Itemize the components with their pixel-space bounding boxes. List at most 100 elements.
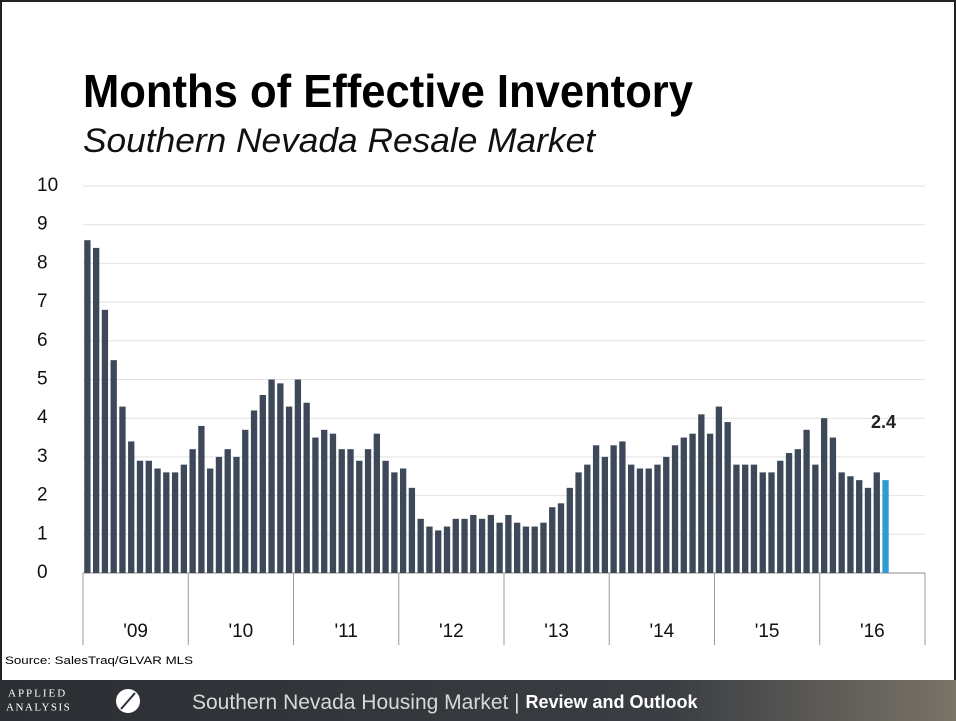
bar <box>663 456 670 573</box>
bar <box>452 518 459 573</box>
bar <box>566 487 573 573</box>
bar <box>487 514 495 573</box>
bar <box>136 460 144 573</box>
bar <box>496 522 503 573</box>
bar <box>706 433 714 573</box>
bar <box>768 472 775 573</box>
y-tick-label: 4 <box>37 407 48 428</box>
bar <box>207 468 214 573</box>
bar <box>557 503 565 573</box>
bar <box>838 472 845 573</box>
bar <box>636 468 644 573</box>
logo-line: ANALYSIS <box>6 702 71 714</box>
bar <box>443 526 451 573</box>
bar <box>163 472 170 573</box>
bar <box>435 530 442 573</box>
bar <box>540 522 547 573</box>
bar <box>84 240 91 573</box>
bar <box>408 487 416 573</box>
bar <box>321 429 328 573</box>
bar <box>847 476 854 573</box>
bar <box>303 402 310 573</box>
y-tick-label: 7 <box>37 291 48 312</box>
chart-title: Months of Effective Inventory <box>83 65 693 117</box>
bar <box>198 425 205 573</box>
y-tick-label: 10 <box>37 175 58 196</box>
y-tick-label: 5 <box>37 369 48 390</box>
bar <box>750 464 758 573</box>
bar <box>250 410 258 573</box>
bar <box>171 472 179 573</box>
y-tick-label: 1 <box>37 523 48 544</box>
bar <box>259 394 266 573</box>
y-tick-label: 6 <box>37 330 48 351</box>
bar <box>794 449 801 573</box>
bar <box>145 460 152 573</box>
bar <box>733 464 740 573</box>
bar <box>399 468 407 573</box>
bar <box>154 468 161 573</box>
bar <box>119 406 126 573</box>
footer-bar <box>0 680 956 721</box>
bar <box>785 453 793 573</box>
bar <box>391 472 398 573</box>
bar <box>549 507 556 573</box>
bar <box>698 414 705 573</box>
bar <box>268 379 275 573</box>
bar <box>373 433 380 573</box>
bar <box>461 518 468 573</box>
bar <box>242 429 249 573</box>
bar <box>829 437 837 573</box>
data-label: 2.4 <box>871 412 896 432</box>
bar <box>671 445 679 573</box>
bar <box>426 526 433 573</box>
bar <box>364 449 372 573</box>
bar <box>592 445 600 573</box>
bar <box>777 460 784 573</box>
y-tick-label: 2 <box>37 485 48 506</box>
bar <box>856 480 863 573</box>
bar <box>233 456 240 573</box>
bar <box>820 418 828 573</box>
footer-subtitle: Review and Outlook <box>525 692 698 712</box>
bar <box>689 433 696 573</box>
bar <box>285 406 293 573</box>
logo-line: APPLIED <box>8 688 67 700</box>
bar <box>189 449 196 573</box>
bar <box>654 464 661 573</box>
source-note: Source: SalesTraq/GLVAR MLS <box>5 655 193 667</box>
x-group-label: '15 <box>755 621 780 642</box>
bar <box>347 449 354 573</box>
bar <box>180 464 188 573</box>
bar <box>575 472 582 573</box>
bar <box>110 360 117 573</box>
y-tick-label: 0 <box>37 562 48 583</box>
bar <box>329 433 337 573</box>
x-group-label: '16 <box>860 621 885 642</box>
bar <box>312 437 319 573</box>
bar <box>128 441 135 573</box>
bar <box>470 514 477 573</box>
bar <box>628 464 635 573</box>
bar <box>715 406 723 573</box>
bar <box>803 429 810 573</box>
bar <box>724 422 731 573</box>
bar <box>759 472 766 573</box>
bar <box>742 464 749 573</box>
y-tick-label: 3 <box>37 446 48 467</box>
bar <box>645 468 652 573</box>
bar <box>224 449 231 573</box>
bar <box>864 487 872 573</box>
bar <box>610 445 617 573</box>
bar <box>92 247 100 574</box>
x-group-label: '13 <box>544 621 569 642</box>
chart-subtitle: Southern Nevada Resale Market <box>83 122 597 160</box>
bar <box>619 441 626 573</box>
x-group-label: '14 <box>649 621 674 642</box>
bar <box>584 464 591 573</box>
bar <box>873 472 880 573</box>
bar <box>601 456 609 573</box>
bar <box>382 460 389 573</box>
